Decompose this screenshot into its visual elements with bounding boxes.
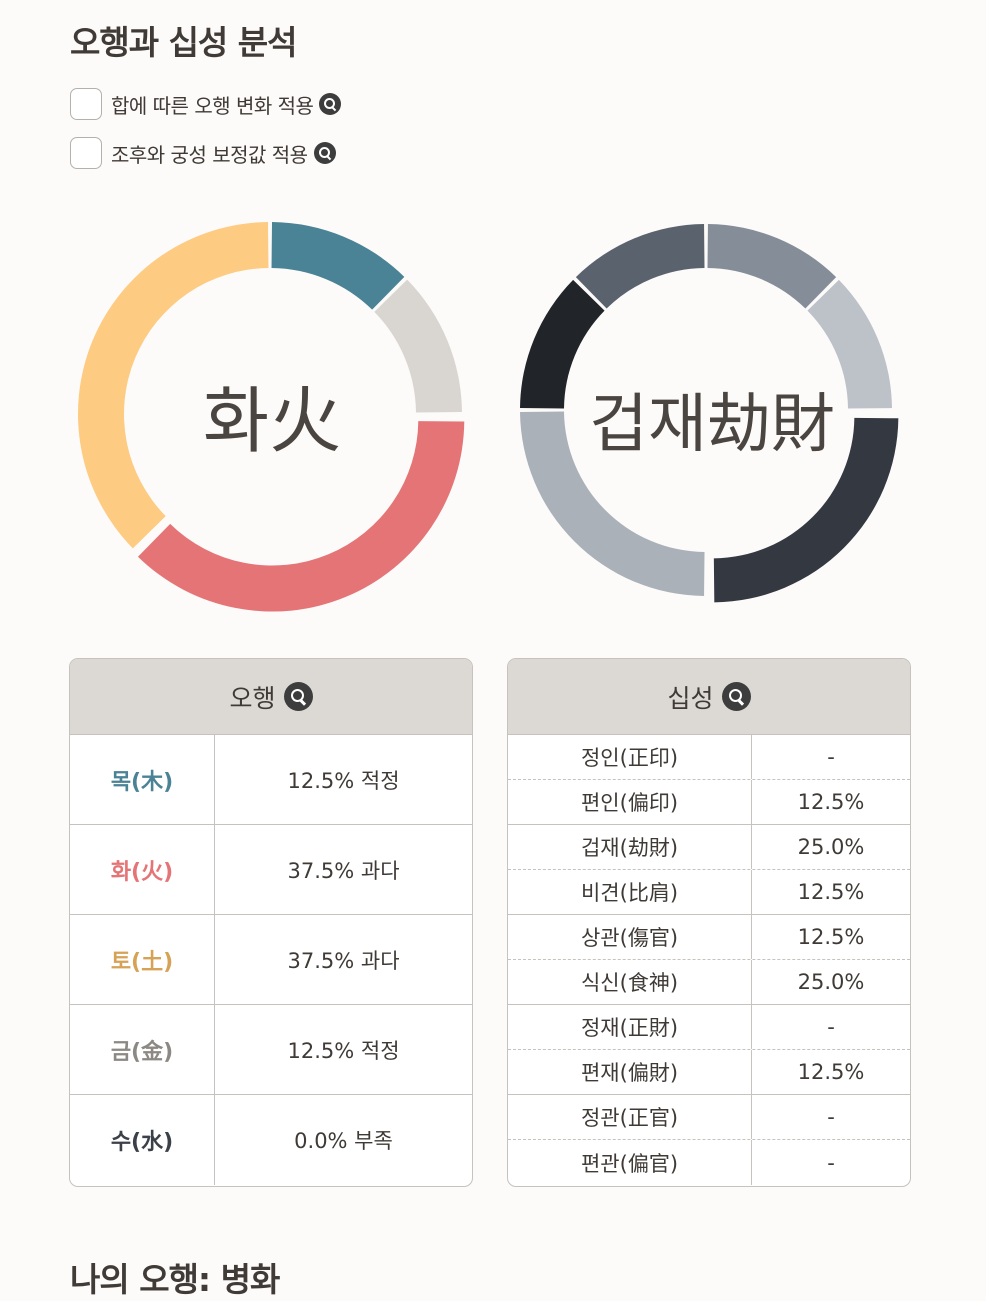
sipseong-name: 식신(食神) [508,960,752,1004]
sipseong-row: 식신(食神) 25.0% [508,960,910,1005]
sipseong-value: - [827,1105,835,1129]
ohaeng-header-label: 오행 [229,683,276,713]
sipseong-value: 25.0% [797,835,865,859]
option-hap-transform[interactable]: 합에 따른 오행 변화 적용 [70,87,342,121]
donut-slice[interactable] [807,279,892,409]
ohaeng-element-name: 금(金) [70,1005,215,1094]
sipseong-donut-chart: 겁재劫財 [520,224,899,603]
sipseong-value: 25.0% [797,970,865,994]
ohaeng-element-value: 37.5% 과다 [287,948,400,973]
ohaeng-element-value: 12.5% 적정 [287,1038,400,1063]
sipseong-value: 12.5% [797,880,865,904]
sipseong-center-label: 겁재劫財 [589,388,835,462]
sipseong-name: 정관(正官) [508,1095,752,1139]
ohaeng-element-value: 37.5% 과다 [287,858,400,883]
donut-slice[interactable] [707,224,837,309]
sipseong-row: 편관(偏官) - [508,1140,910,1185]
ohaeng-row: 금(金) 12.5% 적정 [70,1005,472,1095]
search-icon[interactable] [319,93,342,115]
hap-transform-checkbox[interactable] [70,88,102,120]
sipseong-row: 비견(比肩) 12.5% [508,870,910,915]
sipseong-name: 정인(正印) [508,735,752,779]
sipseong-row: 편인(偏印) 12.5% [508,780,910,825]
sipseong-value: 12.5% [797,925,865,949]
my-ohaeng-title: 나의 오행: 병화 [70,1260,280,1299]
ohaeng-element-name: 토(土) [70,915,215,1004]
johu-correction-label: 조후와 궁성 보정값 적용 [111,142,308,167]
sipseong-header-label: 십성 [667,683,714,713]
sipseong-row: 정인(正印) - [508,735,910,780]
sipseong-name: 정재(正財) [508,1005,752,1049]
donut-slice[interactable] [374,279,462,413]
sipseong-row: 상관(傷官) 12.5% [508,915,910,960]
donut-slice[interactable] [77,222,269,549]
search-icon[interactable] [721,682,751,711]
sipseong-name: 편인(偏印) [508,780,752,824]
ohaeng-element-name: 수(水) [70,1095,215,1185]
sipseong-table-header: 십성 [508,659,910,735]
sipseong-name: 상관(傷官) [508,915,752,959]
donut-slice[interactable] [575,224,705,309]
hap-transform-label: 합에 따른 오행 변화 적용 [111,93,314,118]
ohaeng-donut-chart: 화火 [77,222,465,612]
ohaeng-element-name: 화(火) [70,825,215,914]
donut-slice[interactable] [137,421,465,612]
ohaeng-element-value: 12.5% 적정 [287,768,400,793]
sipseong-name: 편재(偏財) [508,1050,752,1094]
sipseong-row: 정재(正財) - [508,1005,910,1050]
sipseong-value: 12.5% [797,790,865,814]
sipseong-row: 편재(偏財) 12.5% [508,1050,910,1095]
option-johu-correction[interactable]: 조후와 궁성 보정값 적용 [70,136,336,170]
johu-correction-checkbox[interactable] [70,137,102,169]
donut-slice[interactable] [713,417,899,603]
donut-slice[interactable] [271,222,405,310]
ohaeng-row: 토(土) 37.5% 과다 [70,915,472,1005]
sipseong-value: - [827,1015,835,1039]
ohaeng-table: 오행 목(木) 12.5% 적정 화(火) 37.5% 과다 토(土) 37.5% 과다 금… [69,658,473,1187]
ohaeng-element-value: 0.0% 부족 [294,1129,393,1153]
sipseong-value: 12.5% [797,1060,865,1084]
ohaeng-element-name: 목(木) [70,735,215,824]
page-title: 오행과 십성 분석 [70,23,297,62]
sipseong-name: 비견(比肩) [508,870,752,914]
donut-slice[interactable] [520,279,605,409]
ohaeng-row: 목(木) 12.5% 적정 [70,735,472,825]
ohaeng-center-label: 화火 [203,379,341,463]
sipseong-table: 십성 정인(正印) - 편인(偏印) 12.5% 겁재(劫財) 25.0% 비견(比肩) 12… [507,658,911,1187]
ohaeng-table-header: 오행 [70,659,472,735]
sipseong-name: 편관(偏官) [508,1140,752,1185]
sipseong-row: 겁재(劫財) 25.0% [508,825,910,870]
ohaeng-row: 화(火) 37.5% 과다 [70,825,472,915]
sipseong-value: - [827,745,835,769]
sipseong-name: 겁재(劫財) [508,825,752,869]
sipseong-value: - [827,1150,835,1175]
sipseong-row: 정관(正官) - [508,1095,910,1140]
search-icon[interactable] [313,142,336,164]
ohaeng-row: 수(水) 0.0% 부족 [70,1095,472,1185]
search-icon[interactable] [283,682,313,711]
donut-slice[interactable] [520,411,705,596]
